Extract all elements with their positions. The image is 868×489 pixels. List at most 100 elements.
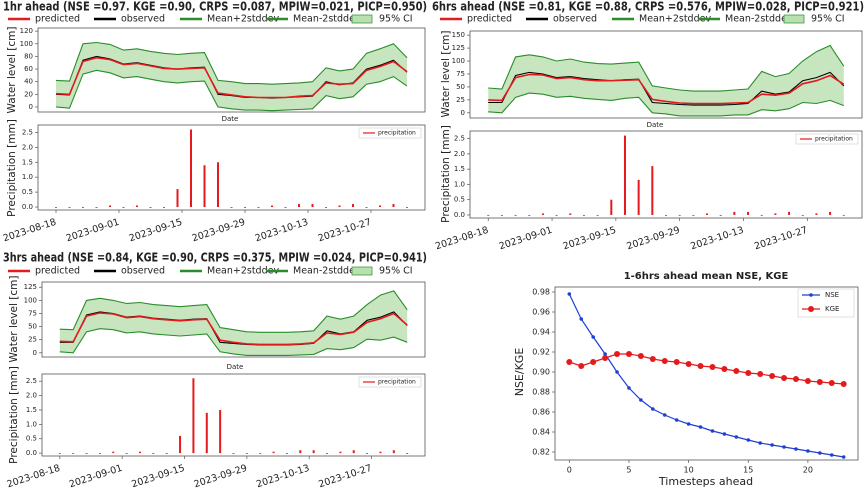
x-tick-label: 2023-08-18 — [434, 225, 490, 253]
y-axis-label: NSE/KGE — [513, 348, 526, 397]
y-tick-label: 20 — [24, 90, 33, 98]
y-tick-label: 0.90 — [532, 368, 550, 377]
x-tick-label: 2023-10-27 — [317, 217, 373, 245]
precip-bar — [829, 211, 832, 215]
precip-bar — [352, 450, 355, 454]
y-tick-label: 1.5 — [26, 406, 37, 414]
y-tick-label: 100 — [452, 57, 465, 65]
y-tick-label: 2.0 — [454, 150, 465, 158]
x-tick-label: 2023-09-29 — [191, 217, 247, 245]
legend-box — [797, 288, 855, 318]
x-tick-label: 2023-10-27 — [753, 225, 809, 253]
series-marker — [567, 292, 572, 296]
series-line — [55, 69, 408, 112]
plot-frame — [554, 286, 859, 461]
legend-box — [358, 127, 422, 139]
precip-bar — [298, 204, 300, 208]
precip-bar — [230, 207, 233, 208]
x-axis-label: Date — [222, 115, 239, 123]
precip-bar — [610, 199, 613, 215]
precip-bar — [138, 451, 141, 454]
series-marker — [697, 363, 704, 369]
y-tick-label: 0.84 — [532, 428, 550, 437]
series-marker — [649, 356, 656, 362]
series-marker — [686, 422, 691, 426]
y-tick-label: 100 — [24, 296, 37, 304]
precip-bar — [68, 207, 71, 208]
precip-bar — [747, 211, 750, 215]
y-tick-label: 2.5 — [22, 128, 33, 136]
precip-bar — [179, 435, 182, 454]
y-axis-label: Precipitation [mm] — [8, 366, 20, 464]
precip-bar — [352, 204, 354, 208]
legend-box — [795, 133, 859, 145]
legend-swatch-marker — [808, 306, 814, 312]
y-tick-label: 0.88 — [532, 388, 550, 397]
series-marker — [804, 378, 811, 384]
series-line — [569, 353, 844, 385]
series-marker — [709, 364, 716, 370]
y-tick-label: 100 — [20, 40, 33, 48]
series-marker — [840, 381, 847, 387]
precip-bar — [760, 214, 763, 216]
precip-bar — [582, 214, 585, 216]
x-tick-label: 5 — [626, 466, 631, 475]
precip-bar — [192, 378, 195, 454]
x-tick-label: 2023-09-15 — [128, 217, 184, 245]
y-tick-label: 75 — [456, 70, 465, 78]
precip-bar — [205, 412, 208, 454]
x-tick-label: 20 — [803, 466, 813, 475]
precip-bar — [842, 214, 845, 216]
series-line — [488, 44, 845, 92]
y-tick-label: 0.82 — [532, 448, 550, 457]
precip-bar — [651, 166, 654, 215]
y-tick-label: 1.0 — [22, 173, 33, 181]
precip-bar — [219, 409, 222, 454]
y-tick-label: 60 — [24, 65, 33, 73]
series-marker — [614, 351, 621, 357]
chart-panel: Precipitation [mm] 0.0 0.5 1.0 1.5 2.0 2.5 2023… — [2, 119, 426, 245]
legend-label: Mean+2stddev — [207, 14, 279, 25]
precip-bar — [801, 214, 804, 216]
precip-bar — [487, 214, 490, 216]
precip-bar — [665, 214, 667, 216]
x-tick-label: 2023-10-13 — [254, 217, 310, 245]
plot-frame — [41, 373, 426, 457]
precip-bar — [678, 214, 681, 216]
legend-label: 95% CI — [811, 14, 845, 25]
series-marker — [818, 451, 822, 455]
series-line — [59, 290, 408, 333]
legend-label: NSE — [825, 291, 839, 299]
series-line — [488, 71, 845, 106]
y-tick-label: 2.0 — [22, 143, 33, 151]
legend-swatch — [351, 266, 373, 276]
precip-bar — [312, 450, 315, 454]
legend-label: Mean-2stddev — [293, 266, 361, 277]
y-tick-label: 0.5 — [22, 188, 33, 196]
x-tick-label: 2023-10-13 — [689, 225, 745, 253]
series-marker — [566, 359, 573, 365]
x-axis-label: Date — [647, 121, 664, 129]
y-tick-label: 0.5 — [454, 196, 465, 204]
series-line — [488, 73, 845, 105]
legend-label: Mean+2stddev — [207, 266, 279, 277]
x-tick-label: 2023-08-18 — [2, 217, 58, 245]
y-tick-label: 0 — [29, 103, 33, 111]
y-tick-label: 0.92 — [532, 348, 550, 357]
plot-frame — [469, 130, 863, 219]
precip-bar — [176, 189, 179, 208]
y-tick-label: 25 — [28, 336, 37, 344]
series-marker — [758, 441, 762, 445]
precip-bar — [541, 213, 544, 215]
precip-bar — [82, 207, 84, 208]
legend-swatch-marker — [809, 293, 813, 297]
series-marker — [578, 363, 585, 369]
precip-bar — [285, 453, 288, 454]
y-tick-label: 1.5 — [454, 165, 465, 173]
precip-bar — [259, 453, 262, 454]
series-marker — [579, 317, 584, 321]
y-tick-label: 50 — [28, 323, 37, 331]
precip-bar — [98, 453, 101, 454]
legend-label: predicted — [467, 14, 512, 25]
